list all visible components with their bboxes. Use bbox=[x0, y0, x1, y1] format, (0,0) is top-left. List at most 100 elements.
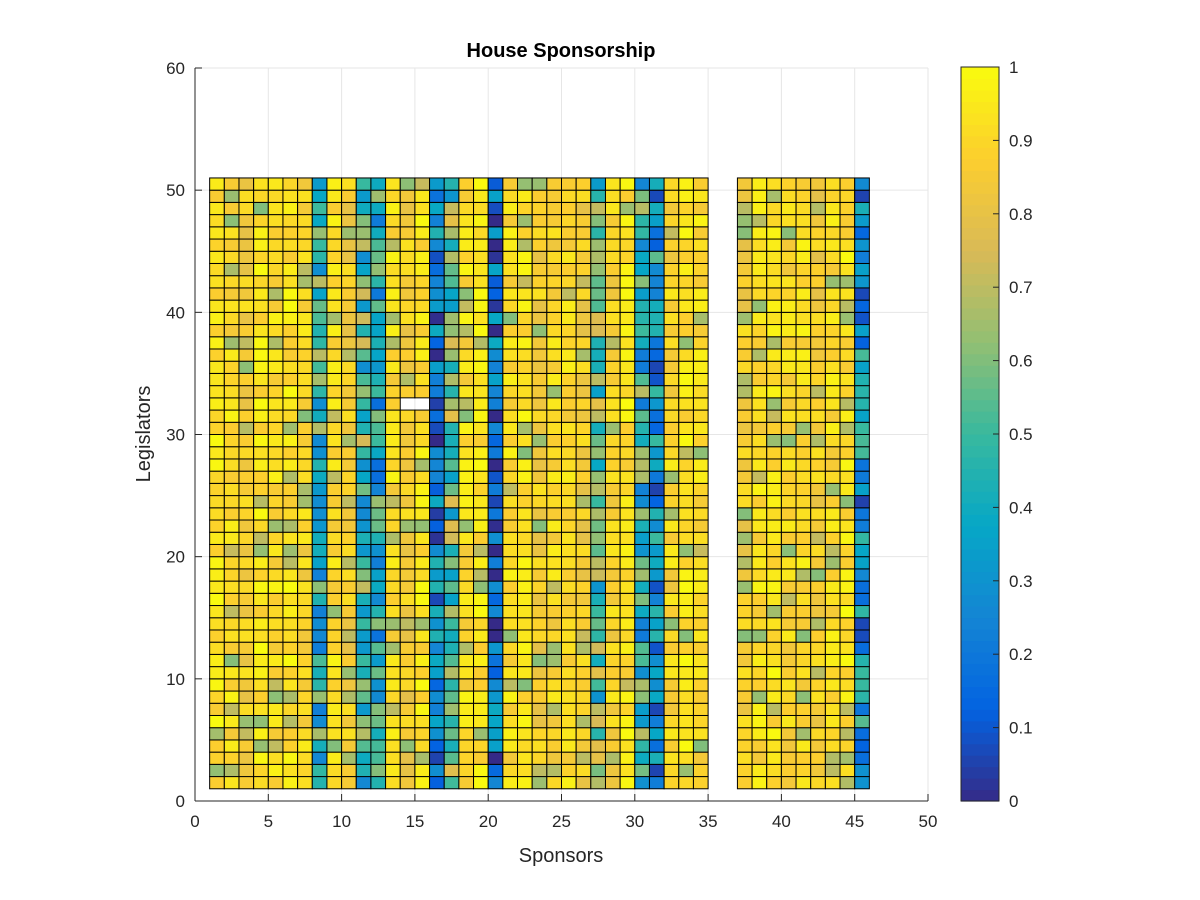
heatmap-cell bbox=[311, 580, 328, 594]
heatmap-cell bbox=[341, 543, 357, 558]
heatmap-cell bbox=[546, 446, 563, 460]
heatmap-cell bbox=[385, 739, 401, 753]
heatmap-cell bbox=[517, 397, 533, 411]
heatmap-cell bbox=[648, 372, 665, 387]
heatmap-cell bbox=[223, 653, 240, 668]
heatmap-cell bbox=[590, 666, 606, 680]
heatmap-cell bbox=[473, 409, 489, 423]
heatmap-cell bbox=[267, 519, 284, 533]
heatmap-cell bbox=[678, 482, 694, 497]
heatmap-cell bbox=[663, 763, 680, 778]
heatmap-cell bbox=[546, 702, 563, 716]
heatmap-cell bbox=[399, 177, 416, 191]
heatmap-cell bbox=[561, 776, 577, 790]
heatmap-cell bbox=[487, 605, 504, 619]
heatmap-cell bbox=[839, 763, 856, 778]
heatmap-cell bbox=[590, 421, 606, 435]
heatmap-cell bbox=[561, 336, 577, 350]
heatmap-cell bbox=[238, 556, 255, 570]
heatmap-cell bbox=[282, 372, 299, 387]
heatmap-cell bbox=[473, 714, 489, 729]
heatmap-cell bbox=[736, 495, 753, 509]
heatmap-cell bbox=[458, 653, 475, 668]
heatmap-cell bbox=[209, 629, 225, 643]
heatmap-cell bbox=[619, 727, 636, 741]
heatmap-cell bbox=[736, 446, 753, 460]
heatmap-cell bbox=[326, 385, 343, 399]
heatmap-cell bbox=[370, 592, 387, 607]
heatmap-cell bbox=[766, 714, 782, 729]
heatmap-cell bbox=[648, 360, 665, 374]
heatmap-cell bbox=[604, 739, 621, 753]
heatmap-cell bbox=[282, 238, 299, 252]
heatmap-cell bbox=[502, 470, 519, 484]
heatmap-cell bbox=[678, 629, 694, 643]
heatmap-cell bbox=[692, 543, 709, 558]
heatmap-cell bbox=[678, 495, 694, 509]
heatmap-cell bbox=[355, 311, 372, 326]
heatmap-cell bbox=[619, 299, 636, 313]
heatmap-cell bbox=[634, 543, 650, 558]
heatmap-cell bbox=[795, 605, 812, 619]
heatmap-cell bbox=[297, 262, 313, 277]
heatmap-cell bbox=[311, 324, 328, 338]
y-tick-label: 30 bbox=[166, 426, 185, 445]
heatmap-cell bbox=[502, 507, 519, 521]
heatmap-cell bbox=[253, 324, 269, 338]
heatmap-cell bbox=[766, 702, 782, 716]
heatmap-cell bbox=[370, 763, 387, 778]
heatmap-cell bbox=[780, 666, 797, 680]
heatmap-cell bbox=[311, 666, 328, 680]
heatmap-cell bbox=[502, 324, 519, 338]
heatmap-cell bbox=[443, 226, 460, 240]
heatmap-cell bbox=[678, 250, 694, 264]
heatmap-cell bbox=[766, 348, 782, 362]
heatmap-cell bbox=[355, 617, 372, 631]
heatmap-cell bbox=[267, 531, 284, 545]
heatmap-cell bbox=[399, 666, 416, 680]
heatmap-cell bbox=[458, 421, 475, 435]
heatmap-cell bbox=[546, 641, 563, 655]
heatmap-cell bbox=[223, 250, 240, 264]
heatmap-cell bbox=[692, 238, 709, 252]
heatmap-cell bbox=[473, 421, 489, 435]
heatmap-cell bbox=[648, 262, 665, 277]
heatmap-cell bbox=[634, 641, 650, 655]
heatmap-cell bbox=[839, 446, 856, 460]
colorbar-segment bbox=[961, 261, 999, 275]
heatmap-cell bbox=[223, 177, 240, 191]
heatmap-cell bbox=[311, 336, 328, 350]
heatmap-cell bbox=[751, 605, 768, 619]
heatmap-cell bbox=[648, 470, 665, 484]
heatmap-cell bbox=[370, 653, 387, 668]
heatmap-cell bbox=[487, 238, 504, 252]
heatmap-cell bbox=[692, 531, 709, 545]
heatmap-cell bbox=[297, 568, 313, 582]
heatmap-cell bbox=[282, 470, 299, 484]
heatmap-cell bbox=[648, 336, 665, 350]
heatmap-cell bbox=[619, 336, 636, 350]
heatmap-cell bbox=[267, 629, 284, 643]
heatmap-cell bbox=[429, 690, 445, 704]
heatmap-cell bbox=[223, 776, 240, 790]
heatmap-cell bbox=[443, 482, 460, 497]
heatmap-cell bbox=[531, 507, 548, 521]
heatmap-cell bbox=[663, 299, 680, 313]
heatmap-cell bbox=[604, 568, 621, 582]
heatmap-cell bbox=[487, 495, 504, 509]
heatmap-cell bbox=[780, 751, 797, 765]
heatmap-cell bbox=[238, 568, 255, 582]
heatmap-cell bbox=[223, 531, 240, 545]
heatmap-cell bbox=[370, 201, 387, 216]
heatmap-cell bbox=[326, 702, 343, 716]
heatmap-cell bbox=[531, 543, 548, 558]
heatmap-cell bbox=[414, 177, 431, 191]
heatmap-cell bbox=[824, 776, 841, 790]
heatmap-cell bbox=[824, 262, 841, 277]
heatmap-cell bbox=[692, 507, 709, 521]
heatmap-cell bbox=[311, 397, 328, 411]
heatmap-cell bbox=[443, 409, 460, 423]
heatmap-cell bbox=[399, 226, 416, 240]
heatmap-cell bbox=[810, 543, 826, 558]
heatmap-cell bbox=[473, 299, 489, 313]
